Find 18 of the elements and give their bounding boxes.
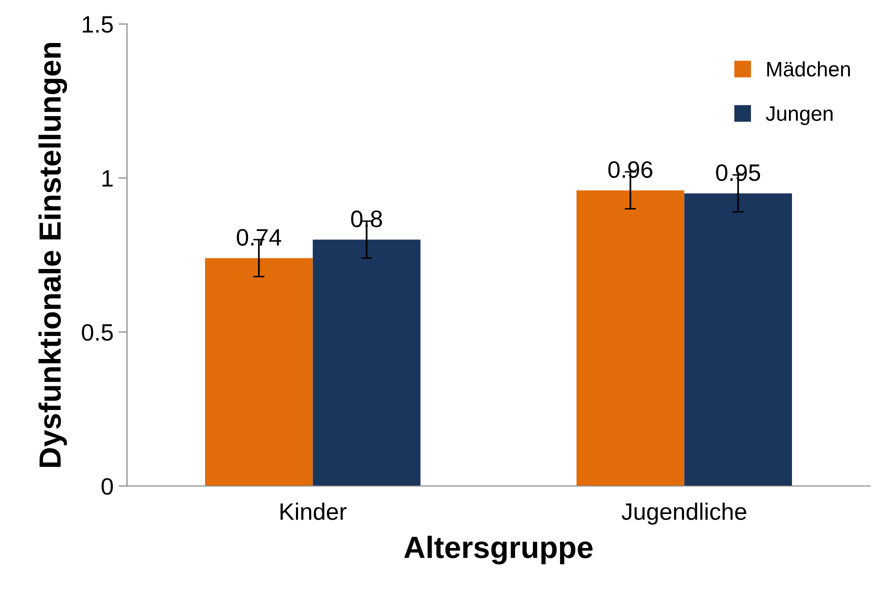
y-axis-title: Dysfunktionale Einstellungen xyxy=(38,42,68,467)
data-label: 0.96 xyxy=(608,161,652,178)
data-label: 0.74 xyxy=(236,228,282,246)
legend-label: Mädchen xyxy=(767,61,850,77)
data-label: 0.8 xyxy=(351,210,382,228)
y-tick-label: 1.5 xyxy=(82,16,113,33)
y-tick-label: 1 xyxy=(102,170,113,187)
x-tick-label: Jugendliche xyxy=(622,502,746,525)
legend-label: Jungen xyxy=(766,106,833,126)
y-tick-label: 0.5 xyxy=(82,324,113,341)
data-label: 0.95 xyxy=(716,164,760,182)
x-tick-label: Kinder xyxy=(280,502,346,520)
bar xyxy=(684,193,792,486)
bar xyxy=(312,240,420,486)
y-tick-label: 0 xyxy=(102,478,113,495)
bar xyxy=(576,190,684,486)
bar xyxy=(205,258,313,486)
x-axis-title: Altersgruppe xyxy=(404,536,593,564)
